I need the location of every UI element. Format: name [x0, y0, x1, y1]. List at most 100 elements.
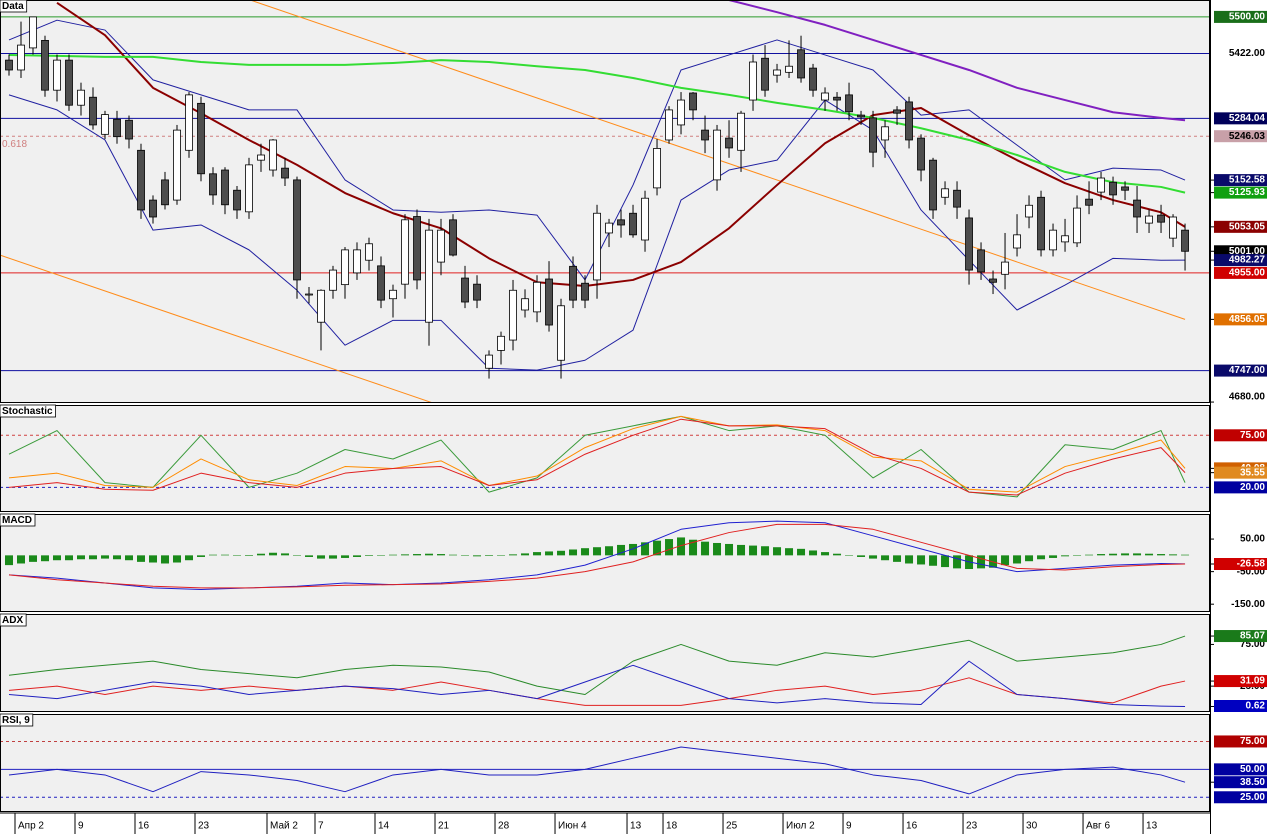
candle-body: [1109, 181, 1117, 196]
histogram-bar: [809, 550, 818, 556]
annotation: 0.618: [2, 139, 27, 150]
axis-label-box: [1214, 266, 1267, 279]
histogram-bar: [389, 554, 398, 556]
y-tick-label: 5125.93: [1229, 187, 1266, 198]
candle-body: [257, 154, 265, 161]
histogram-bar: [257, 553, 266, 556]
histogram-bar: [233, 555, 242, 556]
y-tick-label: 75.00: [1240, 430, 1265, 441]
histogram-bar: [41, 555, 50, 562]
candle-body: [341, 249, 349, 286]
histogram-bar: [953, 555, 962, 569]
histogram-bar: [149, 555, 158, 563]
axis-label-box: [1214, 466, 1267, 479]
candle-body: [17, 44, 25, 71]
histogram-bar: [785, 548, 794, 556]
panel: [0, 740, 1210, 798]
indicator-line: [8, 94, 1186, 371]
axis-label-box: [1214, 313, 1267, 326]
candle-body: [1061, 235, 1069, 243]
histogram-bar: [245, 555, 254, 556]
candle-body: [245, 164, 253, 213]
candle-body: [737, 112, 745, 151]
candle-body: [749, 61, 757, 101]
candle-body: [65, 59, 73, 106]
histogram-bar: [1001, 555, 1010, 566]
histogram-bar: [821, 552, 830, 556]
histogram-bar: [29, 555, 38, 562]
candle-body: [1097, 177, 1105, 193]
candle-body: [569, 265, 577, 301]
panel: [5, 520, 1190, 591]
x-tick-label: Апр 2: [18, 821, 44, 832]
histogram-bar: [797, 548, 806, 556]
histogram-bar: [533, 552, 542, 556]
x-tick-label: 14: [378, 821, 390, 832]
y-tick-label: 4680.00: [1229, 392, 1266, 403]
histogram-bar: [977, 555, 986, 569]
panel-title-box: [0, 613, 27, 627]
panel-background: [0, 614, 1210, 712]
candle-body: [449, 219, 457, 256]
candle-body: [293, 179, 301, 281]
indicator-line: [8, 635, 1186, 695]
panel-title-box: [0, 713, 34, 727]
panel-title: ADX: [2, 615, 23, 626]
x-tick-label: 13: [1146, 821, 1158, 832]
x-tick-label: 9: [846, 821, 852, 832]
candle-body: [893, 109, 901, 114]
candle-body: [905, 101, 913, 141]
candle-body: [185, 94, 193, 151]
candle-body: [629, 212, 637, 236]
histogram-bar: [665, 539, 674, 556]
panel-frame: [0, 614, 1210, 712]
y-tick-label: 50.00: [1240, 534, 1265, 545]
histogram-bar: [449, 554, 458, 556]
candle-body: [77, 89, 85, 106]
histogram-bar: [725, 543, 734, 556]
axis-label-box: [1214, 481, 1267, 494]
axis-label-box: [1214, 364, 1267, 377]
candle-body: [233, 189, 241, 211]
candle-body: [1133, 199, 1141, 218]
candle-body: [809, 67, 817, 91]
candle-body: [221, 169, 229, 206]
histogram-bar: [1145, 553, 1154, 556]
histogram-bar: [581, 548, 590, 556]
candle-body: [941, 188, 949, 198]
y-tick-label: 5152.58: [1229, 175, 1266, 186]
candle-body: [1037, 196, 1045, 251]
histogram-bar: [137, 555, 146, 562]
candle-body: [545, 278, 553, 326]
candle-body: [1001, 261, 1009, 275]
trendline: [0, 254, 435, 403]
histogram-bar: [209, 554, 218, 556]
candle-body: [833, 96, 841, 101]
histogram-bar: [377, 555, 386, 556]
candle-body: [665, 109, 673, 141]
histogram-bar: [701, 541, 710, 556]
x-tick-label: 18: [666, 821, 678, 832]
y-tick-label: 5246.03: [1229, 131, 1266, 142]
histogram-bar: [653, 540, 662, 556]
candle-body: [1025, 204, 1033, 218]
axis-label-box: [1214, 735, 1267, 748]
candle-body: [725, 137, 733, 149]
panel-title-box: [0, 404, 56, 418]
histogram-bar: [437, 554, 446, 556]
histogram-bar: [893, 555, 902, 562]
histogram-bar: [689, 539, 698, 556]
histogram-bar: [1109, 553, 1118, 556]
histogram-bar: [281, 553, 290, 556]
indicator-line: [8, 746, 1186, 795]
histogram-bar: [1181, 554, 1190, 556]
histogram-bar: [341, 555, 350, 558]
y-tick-label: 35.55: [1240, 467, 1265, 478]
panel-title-box: [0, 0, 28, 13]
candle-body: [305, 293, 313, 296]
histogram-bar: [881, 555, 890, 561]
histogram-bar: [353, 555, 362, 557]
y-tick-label: 5500.00: [1229, 12, 1266, 23]
indicator-line: [8, 53, 1186, 194]
